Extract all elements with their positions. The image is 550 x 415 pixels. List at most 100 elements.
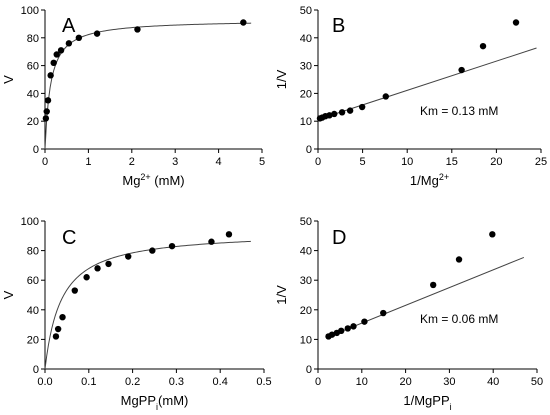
data-point — [94, 265, 101, 272]
y-tick-label: 30 — [300, 61, 312, 73]
y-tick-label: 60 — [27, 275, 39, 287]
data-point — [344, 325, 351, 332]
y-tick-label: 0 — [33, 364, 39, 376]
data-point — [43, 108, 50, 115]
data-point — [338, 109, 346, 116]
fit-curve — [317, 47, 537, 121]
x-tick-label: 40 — [487, 376, 499, 388]
data-point — [382, 93, 389, 100]
x-tick-label: 0.1 — [81, 376, 96, 388]
y-tick-label: 80 — [27, 246, 39, 258]
x-tick-label: 20 — [490, 156, 502, 168]
x-tick-label: 0 — [315, 376, 321, 388]
x-tick-label: 5 — [360, 156, 366, 168]
y-tick-label: 50 — [300, 216, 312, 228]
y-tick-label: 20 — [300, 88, 312, 100]
panel-label: C — [62, 227, 76, 249]
x-tick-label: 0.2 — [125, 376, 140, 388]
data-point — [380, 309, 387, 317]
y-tick-label: 100 — [21, 216, 39, 228]
data-point — [429, 281, 437, 289]
data-point — [358, 103, 366, 111]
data-point — [149, 247, 156, 254]
y-tick-label: 30 — [300, 275, 312, 287]
fit-curve — [326, 256, 525, 338]
y-tick-label: 50 — [300, 5, 312, 17]
data-point — [105, 260, 112, 268]
y-axis-label: 1/V — [274, 69, 289, 89]
x-axis-label: 1/Mg2+ — [410, 172, 449, 188]
data-point — [50, 59, 57, 67]
data-point — [479, 42, 487, 50]
panel-d: 0 10 20 30 40 50 0 10 20 30 40 50 D 1/V 1/MgPPi Km = 0.… — [274, 216, 543, 412]
y-tick-label: 80 — [27, 33, 39, 45]
data-point — [44, 97, 52, 104]
data-point — [65, 40, 73, 47]
panel-label: D — [332, 227, 346, 249]
data-point — [168, 242, 176, 250]
y-axis-label: V — [1, 75, 16, 84]
data-point — [225, 231, 233, 238]
y-tick-label: 0 — [306, 144, 312, 156]
data-point — [93, 30, 101, 37]
data-point — [54, 325, 62, 333]
y-tick-label: 20 — [27, 334, 39, 346]
x-tick-label: 0.3 — [169, 376, 184, 388]
y-axis-label: 1/V — [274, 285, 289, 305]
x-tick-label: 25 — [535, 156, 547, 168]
y-tick-label: 20 — [300, 305, 312, 317]
data-point — [71, 287, 78, 294]
data-point — [331, 110, 338, 118]
x-tick-label: 3 — [172, 156, 178, 168]
x-tick-label: 30 — [443, 376, 455, 388]
x-tick-label: 0 — [315, 156, 321, 168]
data-point — [47, 72, 54, 79]
y-tick-label: 60 — [27, 61, 39, 73]
data-point — [240, 19, 247, 26]
x-axis-label: MgPPi(mM) — [121, 393, 189, 412]
data-point — [208, 238, 215, 245]
x-tick-label: 20 — [399, 376, 411, 388]
fit-curve — [44, 22, 252, 150]
x-tick-label: 15 — [446, 156, 458, 168]
x-tick-label: 4 — [216, 156, 222, 168]
panel-label: B — [332, 15, 345, 37]
data-point — [134, 26, 141, 33]
data-point — [338, 327, 345, 335]
data-point — [361, 318, 368, 325]
data-point — [455, 256, 463, 263]
data-point — [75, 34, 83, 41]
km-annotation: Km = 0.13 mM — [420, 104, 498, 118]
x-tick-label: 10 — [401, 156, 413, 168]
y-tick-label: 20 — [27, 116, 39, 128]
data-point — [125, 253, 132, 260]
y-tick-label: 0 — [306, 364, 312, 376]
panel-c: 0 20 40 60 80 100 0.0 0.1 0.2 0.3 0.4 0.5 C V MgPPi(mM… — [1, 216, 272, 412]
x-axis-label: Mg2+ (mM) — [122, 172, 184, 188]
data-point — [346, 107, 354, 114]
data-point — [489, 231, 496, 238]
x-tick-label: 0 — [42, 156, 48, 168]
y-tick-label: 40 — [27, 305, 39, 317]
data-point — [83, 274, 90, 281]
y-tick-label: 40 — [300, 246, 312, 258]
x-axis-label: 1/MgPPi — [403, 393, 451, 412]
panel-label: A — [62, 15, 76, 37]
data-point — [52, 333, 60, 340]
km-annotation: Km = 0.06 mM — [420, 312, 498, 326]
y-tick-label: 10 — [300, 116, 312, 128]
data-point — [57, 47, 65, 54]
x-tick-label: 0.4 — [213, 376, 228, 388]
y-tick-label: 100 — [21, 5, 39, 17]
data-point — [458, 66, 465, 74]
x-tick-label: 0.0 — [37, 376, 52, 388]
y-tick-label: 40 — [27, 88, 39, 100]
data-point — [42, 115, 50, 122]
panel-b: 0 10 20 30 40 50 0 5 10 15 20 25 B 1/V 1/Mg2+ Km = 0.13… — [274, 5, 547, 188]
data-point — [512, 19, 520, 26]
x-tick-label: 1 — [85, 156, 91, 168]
y-tick-label: 10 — [300, 334, 312, 346]
x-tick-label: 5 — [259, 156, 265, 168]
data-point — [326, 112, 333, 119]
